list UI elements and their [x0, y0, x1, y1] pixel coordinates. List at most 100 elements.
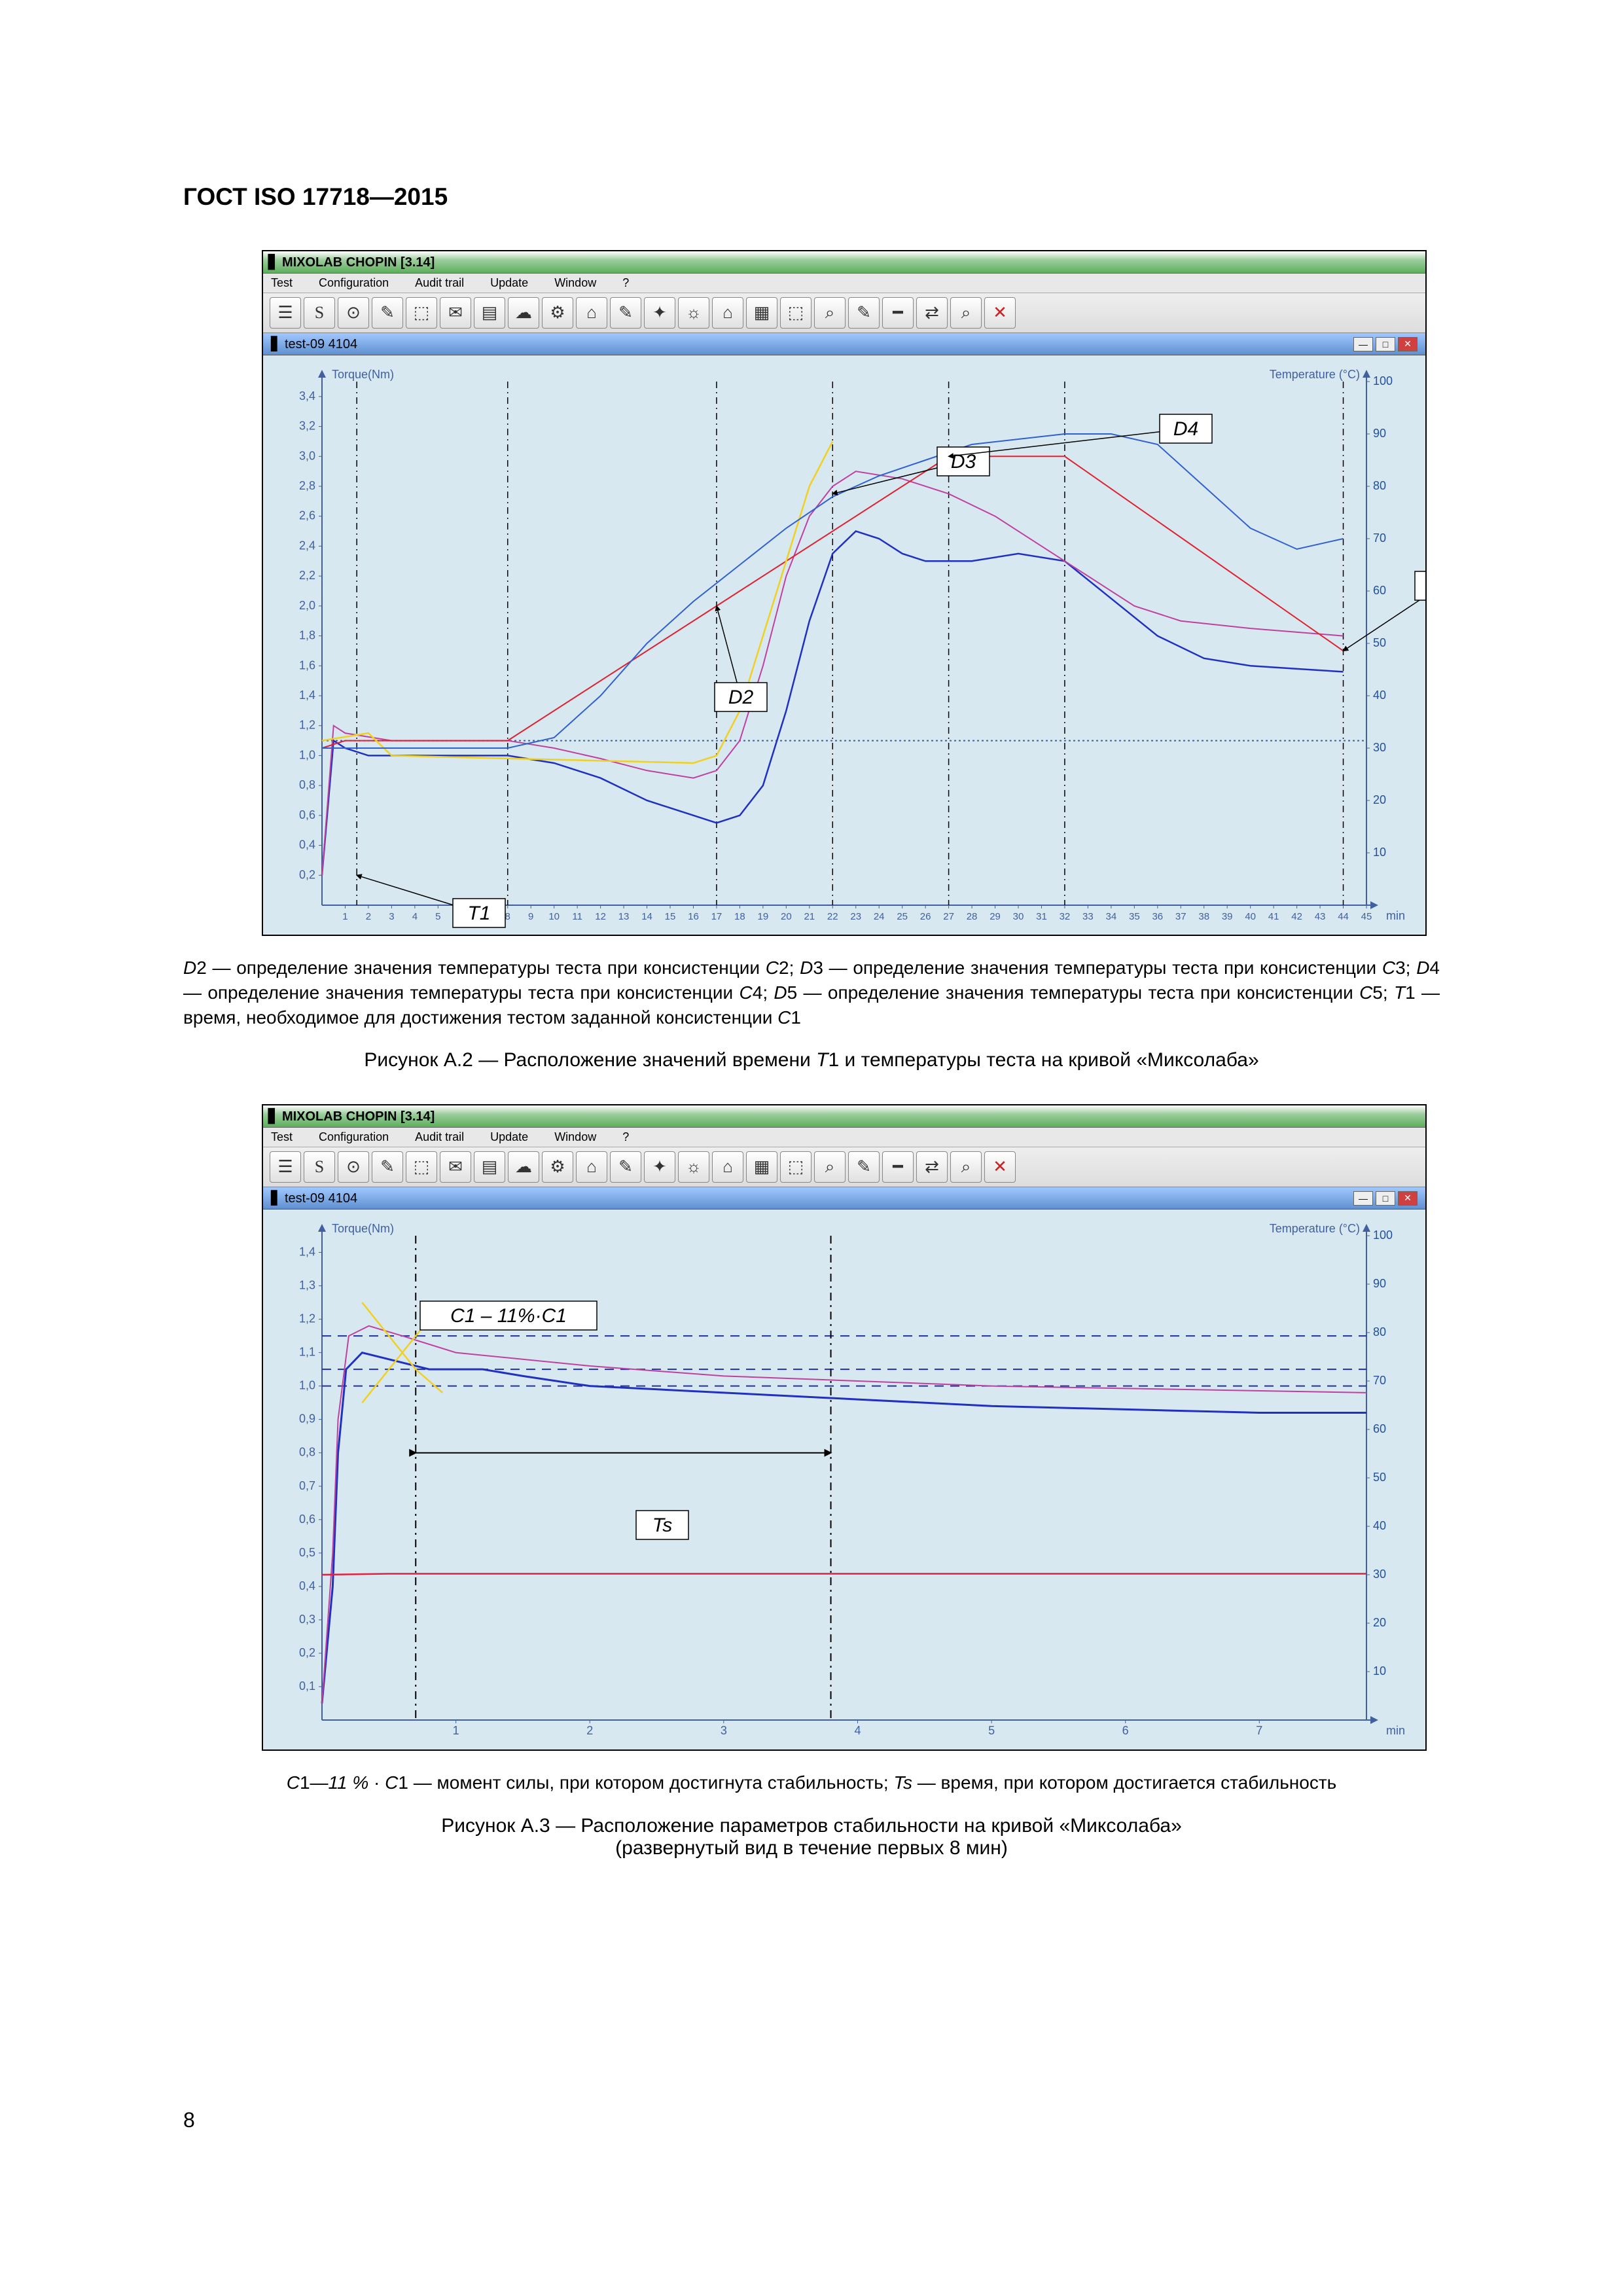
svg-text:10: 10 [1373, 846, 1386, 859]
svg-text:30: 30 [1373, 741, 1386, 754]
test-name: test-09 4104 [285, 1191, 357, 1206]
svg-text:90: 90 [1373, 427, 1386, 440]
toolbar-button[interactable]: ✎ [610, 1151, 641, 1183]
toolbar-button[interactable]: ✎ [848, 297, 880, 329]
svg-text:1,0: 1,0 [299, 1379, 315, 1392]
toolbar-button[interactable]: ✦ [644, 297, 675, 329]
toolbar-button[interactable]: ✉ [440, 297, 471, 329]
svg-text:16: 16 [688, 911, 699, 922]
toolbar-button[interactable]: ✕ [984, 1151, 1016, 1183]
menu-item[interactable]: Update [490, 276, 528, 290]
svg-text:27: 27 [943, 911, 954, 922]
svg-text:1,1: 1,1 [299, 1346, 315, 1359]
toolbar-button[interactable]: ☰ [270, 1151, 301, 1183]
page-number: 8 [183, 2108, 195, 2132]
toolbar-button[interactable]: ⚙ [542, 1151, 573, 1183]
toolbar-button[interactable]: ✎ [610, 297, 641, 329]
menu-item[interactable]: Audit trail [415, 1130, 464, 1144]
toolbar-button[interactable]: ⌂ [576, 1151, 607, 1183]
toolbar-button[interactable]: ⬚ [780, 1151, 812, 1183]
svg-text:31: 31 [1036, 911, 1047, 922]
toolbar-button[interactable]: ☁ [508, 1151, 539, 1183]
toolbar-button[interactable]: ⬚ [780, 297, 812, 329]
svg-text:24: 24 [874, 911, 885, 922]
menu-bar: Test Configuration Audit trail Update Window… [263, 274, 1425, 293]
menu-bar: Test Configuration Audit trail Update Window… [263, 1128, 1425, 1147]
toolbar-button[interactable]: ⌕ [950, 297, 982, 329]
toolbar-button[interactable]: ▦ [746, 1151, 777, 1183]
toolbar-button[interactable]: ☁ [508, 297, 539, 329]
maximize-icon[interactable]: □ [1376, 1191, 1395, 1206]
toolbar-button[interactable]: ⌂ [576, 297, 607, 329]
minimize-icon[interactable]: — [1353, 1191, 1373, 1206]
toolbar-button[interactable]: ⬚ [406, 297, 437, 329]
window-controls: — □ ✕ [1353, 1191, 1418, 1206]
close-icon[interactable]: ✕ [1398, 1191, 1418, 1206]
menu-item[interactable]: Configuration [319, 276, 389, 290]
toolbar-button[interactable]: ⚙ [542, 297, 573, 329]
svg-text:50: 50 [1373, 636, 1386, 649]
toolbar-button[interactable]: ✎ [372, 1151, 403, 1183]
app-title: ▋ MIXOLAB CHOPIN [3.14] [268, 1109, 435, 1124]
toolbar-button[interactable]: ⌕ [950, 1151, 982, 1183]
toolbar-button[interactable]: ▦ [746, 297, 777, 329]
menu-item[interactable]: ? [622, 276, 629, 290]
menu-item[interactable]: Window [554, 1130, 596, 1144]
toolbar-button[interactable]: S [304, 1151, 335, 1183]
svg-text:0,3: 0,3 [299, 1613, 315, 1626]
svg-text:Torque(Nm): Torque(Nm) [332, 368, 394, 381]
toolbar-button[interactable]: ⌕ [814, 1151, 846, 1183]
svg-text:5: 5 [435, 911, 440, 922]
menu-item[interactable]: Window [554, 276, 596, 290]
toolbar-button[interactable]: ━ [882, 297, 914, 329]
svg-text:min: min [1386, 1724, 1405, 1737]
toolbar-button[interactable]: ⌂ [712, 297, 743, 329]
toolbar-button[interactable]: ✎ [372, 297, 403, 329]
svg-text:29: 29 [990, 911, 1001, 922]
menu-item[interactable]: Configuration [319, 1130, 389, 1144]
svg-text:37: 37 [1175, 911, 1186, 922]
maximize-icon[interactable]: □ [1376, 337, 1395, 351]
toolbar-button[interactable]: ⇄ [916, 297, 948, 329]
svg-text:0,2: 0,2 [299, 868, 315, 881]
svg-text:0,8: 0,8 [299, 778, 315, 791]
svg-text:0,4: 0,4 [299, 838, 315, 852]
toolbar-button[interactable]: ⬚ [406, 1151, 437, 1183]
svg-text:100: 100 [1373, 1229, 1393, 1242]
toolbar-button[interactable]: ⇄ [916, 1151, 948, 1183]
toolbar-button[interactable]: ⌕ [814, 297, 846, 329]
menu-item[interactable]: Audit trail [415, 276, 464, 290]
menu-item[interactable]: Update [490, 1130, 528, 1144]
toolbar-button[interactable]: ✕ [984, 297, 1016, 329]
minimize-icon[interactable]: — [1353, 337, 1373, 351]
toolbar-button[interactable]: ▤ [474, 297, 505, 329]
svg-text:20: 20 [781, 911, 792, 922]
toolbar-button[interactable]: ━ [882, 1151, 914, 1183]
toolbar-button[interactable]: ⊙ [338, 1151, 369, 1183]
menu-item[interactable]: Test [271, 1130, 293, 1144]
toolbar-button[interactable]: S [304, 297, 335, 329]
caption-a2-legend: D2 — определение значения температуры те… [183, 956, 1440, 1030]
svg-text:4: 4 [412, 911, 418, 922]
toolbar-button[interactable]: ☼ [678, 297, 709, 329]
svg-text:min: min [1386, 909, 1405, 922]
close-icon[interactable]: ✕ [1398, 337, 1418, 351]
toolbar-button[interactable]: ✦ [644, 1151, 675, 1183]
toolbar-button[interactable]: ▤ [474, 1151, 505, 1183]
svg-text:20: 20 [1373, 1616, 1386, 1629]
menu-item[interactable]: Test [271, 276, 293, 290]
svg-text:11: 11 [572, 911, 582, 922]
svg-text:3: 3 [389, 911, 394, 922]
menu-item[interactable]: ? [622, 1130, 629, 1144]
svg-text:34: 34 [1106, 911, 1117, 922]
toolbar-button[interactable]: ⌂ [712, 1151, 743, 1183]
toolbar-button[interactable]: ✉ [440, 1151, 471, 1183]
toolbar-button[interactable]: ☰ [270, 297, 301, 329]
toolbar-button[interactable]: ✎ [848, 1151, 880, 1183]
svg-text:D4: D4 [1173, 418, 1198, 440]
svg-text:8: 8 [505, 911, 510, 922]
toolbar-button[interactable]: ☼ [678, 1151, 709, 1183]
svg-text:1,4: 1,4 [299, 1246, 315, 1259]
toolbar-button[interactable]: ⊙ [338, 297, 369, 329]
svg-text:0,2: 0,2 [299, 1646, 315, 1659]
